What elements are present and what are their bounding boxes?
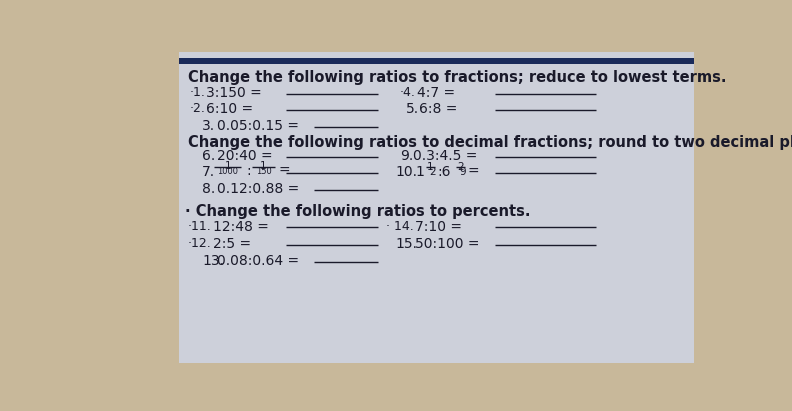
Text: 1: 1 [261,161,267,171]
Text: 9: 9 [459,167,466,178]
Text: 6.: 6. [202,149,215,163]
Text: 0.3:4.5 =: 0.3:4.5 = [413,149,478,163]
Text: 6:8 =: 6:8 = [420,102,458,116]
Text: ·12.: ·12. [188,237,211,250]
Text: 20:40 =: 20:40 = [218,149,273,163]
Text: 8.: 8. [202,182,215,196]
Text: · 14.: · 14. [386,219,414,233]
Text: 7:10 =: 7:10 = [415,219,462,233]
Text: 9.: 9. [400,149,413,163]
Text: :: : [246,164,251,178]
Text: 6:10 =: 6:10 = [207,102,253,116]
Text: 2: 2 [429,167,436,178]
Text: 13.: 13. [202,254,224,268]
Text: 1: 1 [415,165,424,179]
Text: 1: 1 [427,162,433,172]
Text: 1: 1 [225,161,231,171]
Text: Change the following ratios to decimal fractions; round to two decimal places.: Change the following ratios to decimal f… [188,135,792,150]
Text: ·11.: ·11. [188,219,211,233]
Text: 3:150 =: 3:150 = [207,86,262,100]
Text: 150: 150 [256,167,272,176]
Text: 2:5 =: 2:5 = [212,237,251,251]
Text: 0.05:0.15 =: 0.05:0.15 = [218,119,299,133]
Bar [179,58,695,64]
Text: 5.: 5. [406,102,419,116]
Text: ·1.: ·1. [190,86,206,99]
Bar [179,53,695,363]
Text: ·2.: ·2. [190,102,206,115]
Text: 0.12:0.88 =: 0.12:0.88 = [218,182,299,196]
Text: ·4.: ·4. [400,86,416,99]
Text: Change the following ratios to fractions; reduce to lowest terms.: Change the following ratios to fractions… [188,70,726,85]
Text: =: = [279,164,291,178]
Text: · Change the following ratios to percents.: · Change the following ratios to percent… [185,204,531,219]
Text: =: = [467,165,479,179]
Text: :6: :6 [438,165,451,179]
Text: 50:100 =: 50:100 = [415,237,480,251]
Text: 2: 2 [457,162,463,172]
Text: 0.08:0.64 =: 0.08:0.64 = [218,254,299,268]
Text: 10.: 10. [395,165,417,179]
Text: 4:7 =: 4:7 = [417,86,455,100]
Text: 15.: 15. [395,237,417,251]
Text: 1000: 1000 [217,167,238,176]
Text: 12:48 =: 12:48 = [212,219,268,233]
Text: 7.: 7. [202,165,215,179]
Text: 3.: 3. [202,119,215,133]
